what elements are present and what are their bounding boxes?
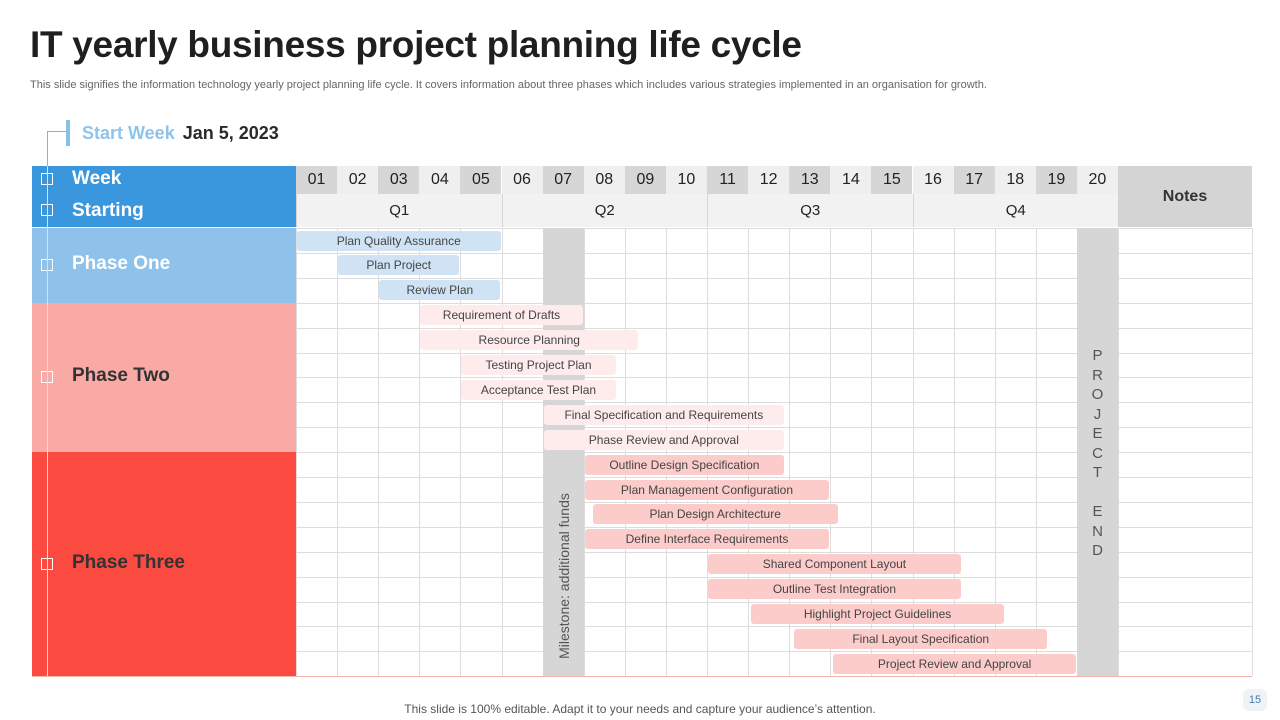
week-cell-06: 06 (501, 166, 543, 194)
milestone-text: Milestone: additional funds (555, 493, 572, 659)
phase-label: Phase Two (72, 365, 170, 387)
phase-connector-line (47, 166, 48, 676)
grid-row-line (296, 277, 1252, 279)
task-bar: Plan Quality Assurance (297, 230, 501, 251)
grid-bottom-line (32, 676, 1252, 678)
task-bar: Plan Management Configuration (584, 479, 830, 500)
grid-row-line (296, 352, 1252, 354)
phase-label: Phase Three (72, 552, 185, 574)
grid-row-line (296, 302, 1252, 304)
task-bar: Outline Test Integration (708, 579, 961, 600)
task-bar: Define Interface Requirements (584, 529, 830, 550)
phase-block-1: Phase One (32, 228, 296, 303)
grid-row-line (296, 501, 1252, 503)
grid-row-line (296, 601, 1252, 603)
project-end-letter: O (1091, 386, 1104, 403)
project-end-letter: R (1092, 366, 1103, 384)
grid-row-line (296, 626, 1252, 628)
starting-header-label: Starting (72, 200, 144, 221)
grid-row-line (296, 526, 1252, 528)
week-cell-12: 12 (748, 166, 790, 194)
phase-block-2: Phase Two (32, 302, 296, 453)
week-cell-03: 03 (378, 166, 420, 194)
grid-row-line (296, 576, 1252, 578)
project-end-letter: E (1092, 425, 1103, 442)
task-bar: Testing Project Plan (461, 355, 616, 375)
week-cell-09: 09 (624, 166, 666, 194)
task-bar: Plan Design Architecture (592, 504, 838, 525)
task-bar: Review Plan (379, 280, 501, 301)
week-cell-05: 05 (460, 166, 502, 194)
page-subtitle: This slide signifies the information tec… (30, 79, 987, 91)
task-bar: Plan Project (338, 255, 460, 276)
week-cell-18: 18 (994, 166, 1036, 194)
week-cell-15: 15 (871, 166, 913, 194)
task-bar: Outline Design Specification (584, 454, 785, 475)
start-week-date: Jan 5, 2023 (182, 122, 279, 143)
phase-label: Phase One (72, 253, 171, 275)
footer-note: This slide is 100% editable. Adapt it to… (404, 702, 876, 716)
notes-header: Notes (1118, 166, 1252, 227)
project-end-letter: T (1092, 464, 1103, 481)
grid-row-line (296, 551, 1252, 553)
week-cell-17: 17 (953, 166, 995, 194)
task-bar: Phase Review and Approval (543, 429, 785, 450)
task-bar: Final Specification and Requirements (543, 404, 785, 425)
grid-row-line (296, 228, 1252, 229)
project-end-letter: P (1092, 347, 1103, 364)
week-cell-07: 07 (542, 166, 584, 194)
task-bar: Final Layout Specification (794, 628, 1048, 649)
project-end-letter: E (1092, 503, 1103, 520)
grid-row-line (296, 252, 1252, 254)
grid-row-line (296, 427, 1252, 429)
week-cell-16: 16 (912, 166, 954, 194)
milestone-band (542, 228, 584, 677)
project-end-letter: N (1092, 522, 1103, 540)
project-end-band (1076, 228, 1118, 677)
grid-row-line (296, 402, 1252, 404)
grid-row-line (296, 377, 1252, 379)
week-cell-01: 01 (296, 166, 338, 194)
task-bar: Highlight Project Guidelines (751, 604, 1004, 624)
grid-col-line (1252, 228, 1253, 677)
task-bar: Project Review and Approval (833, 653, 1076, 674)
week-cell-04: 04 (419, 166, 461, 194)
milestone-label: Milestone: additional funds (543, 478, 584, 674)
quarter-cell-q1: Q1 (296, 194, 502, 227)
project-end-letter: J (1093, 405, 1102, 423)
quarter-cell-q2: Q2 (501, 194, 707, 227)
project-end-letter: D (1092, 542, 1103, 559)
grid-row-line (296, 477, 1252, 478)
grid-row-line (296, 327, 1252, 329)
start-week-connector (47, 131, 66, 167)
task-bar: Resource Planning (420, 330, 639, 351)
week-cell-02: 02 (337, 166, 379, 194)
quarter-cell-q3: Q3 (707, 194, 913, 227)
header-label-block: Week Starting (32, 166, 296, 227)
week-header-label: Week (72, 168, 122, 189)
week-cell-08: 08 (583, 166, 625, 194)
task-bar: Requirement of Drafts (420, 305, 583, 326)
task-bar: Shared Component Layout (708, 554, 961, 575)
grid-row-line (296, 452, 1252, 454)
start-week: Start Week Jan 5, 2023 (66, 120, 279, 146)
project-end-letter: C (1092, 444, 1103, 462)
page-number: 15 (1243, 689, 1267, 711)
grid-row-line (296, 651, 1252, 653)
task-bar: Acceptance Test Plan (461, 379, 616, 400)
week-cell-13: 13 (789, 166, 831, 194)
week-cell-14: 14 (830, 166, 872, 194)
phase-block-3: Phase Three (32, 452, 296, 677)
week-cell-20: 20 (1076, 166, 1118, 194)
start-week-label: Start Week (82, 122, 175, 143)
page-title: IT yearly business project planning life… (30, 24, 802, 65)
quarter-cell-q4: Q4 (912, 194, 1118, 227)
week-cell-11: 11 (707, 166, 749, 194)
week-cell-19: 19 (1035, 166, 1077, 194)
week-cell-10: 10 (665, 166, 707, 194)
